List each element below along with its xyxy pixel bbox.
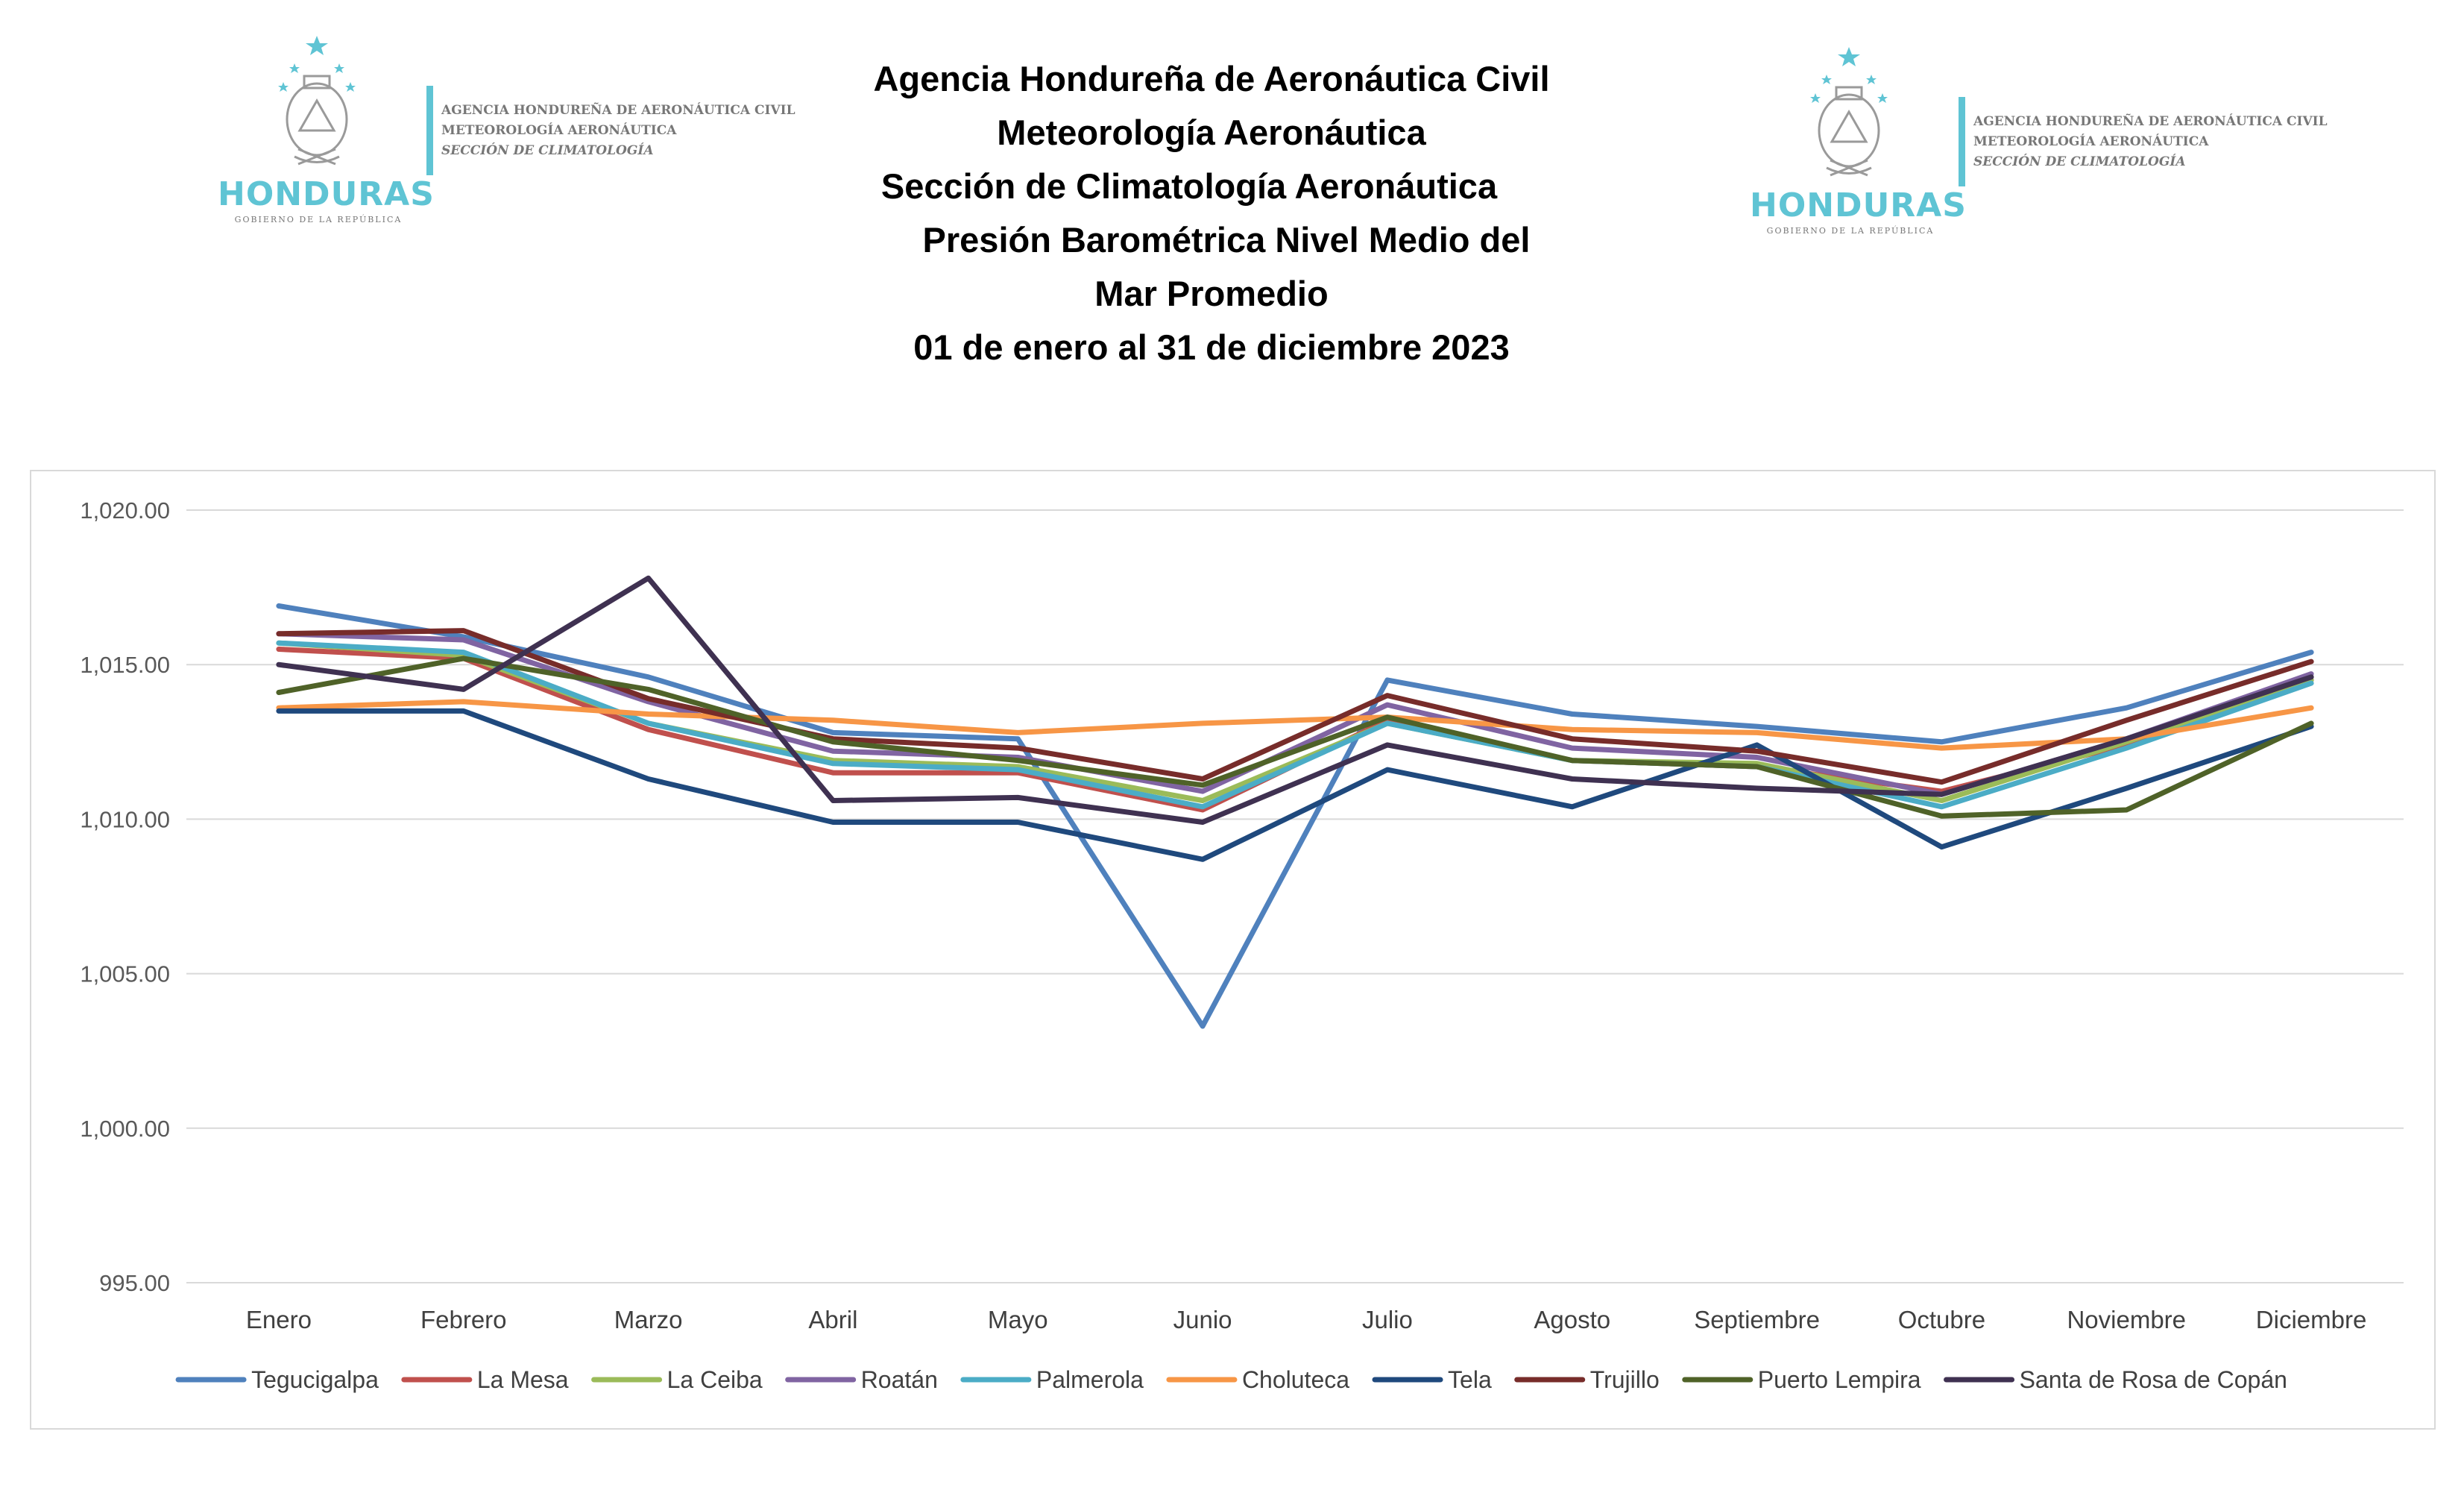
- gobierno-label: GOBIERNO DE LA REPÚBLICA: [234, 215, 403, 224]
- agency-lines: AGENCIA HONDUREÑA DE AERONÁUTICA CIVIL M…: [1973, 112, 2328, 172]
- coat-of-arms: HONDURAS GOBIERNO DE LA REPÚBLICA: [1741, 34, 1967, 236]
- series-line-0: [276, 603, 2314, 1029]
- series-line-8: [276, 656, 2314, 819]
- legend-label: Trujillo: [1590, 1366, 1660, 1393]
- agency-line-3: SECCIÓN DE CLIMATOLOGÍA: [441, 143, 654, 158]
- legend-label: Roatán: [861, 1366, 938, 1393]
- agency-line-1: AGENCIA HONDUREÑA DE AERONÁUTICA CIVIL: [441, 103, 795, 118]
- title-line-3: Sección de Climatología Aeronáutica: [880, 166, 1498, 206]
- accent-bar: [1959, 97, 1965, 186]
- x-tick-label: Agosto: [1534, 1306, 1610, 1333]
- title-line-2: Meteorología Aeronáutica: [997, 113, 1426, 152]
- y-tick-label: 1,020.00: [80, 497, 170, 524]
- x-tick-label: Febrero: [420, 1306, 507, 1333]
- honduras-brand: HONDURAS: [218, 175, 435, 213]
- x-tick-label: Junio: [1173, 1306, 1232, 1333]
- y-tick-label: 1,015.00: [80, 652, 170, 678]
- x-tick-label: Septiembre: [1694, 1306, 1820, 1333]
- y-tick-label: 1,005.00: [80, 961, 170, 987]
- legend-label: Tela: [1448, 1366, 1492, 1393]
- title-line-1: Agencia Hondureña de Aeronáutica Civil: [873, 59, 1550, 98]
- series-line-9: [276, 575, 2314, 825]
- coat-of-arms: HONDURAS GOBIERNO DE LA REPÚBLICA: [209, 22, 435, 224]
- x-tick-label: Octubre: [1898, 1306, 1985, 1333]
- honduras-brand: HONDURAS: [1750, 186, 1967, 224]
- logo-left: HONDURAS GOBIERNO DE LA REPÚBLICA AGENCI…: [209, 22, 805, 224]
- series-line-6: [276, 708, 2314, 862]
- x-tick-label: Marzo: [614, 1306, 683, 1333]
- y-tick-label: 1,010.00: [80, 806, 170, 832]
- title-line-6: 01 de enero al 31 de diciembre 2023: [913, 327, 1510, 367]
- coat-of-arms-icon: [278, 36, 356, 166]
- title-line-4: Presión Barométrica Nivel Medio del: [922, 220, 1531, 260]
- title-line-5: Mar Promedio: [1094, 274, 1329, 313]
- line-chart: 995.00 1,000.00 1,005.00 1,010.00 1,015.00 1,…: [80, 497, 2404, 1393]
- agency-line-2: METEOROLOGÍA AERONÁUTICA: [1973, 134, 2209, 149]
- legend-label: Palmerola: [1036, 1366, 1144, 1393]
- agency-line-2: METEOROLOGÍA AERONÁUTICA: [441, 123, 677, 138]
- report-title: Agencia Hondureña de Aeronáutica Civil M…: [820, 52, 1603, 374]
- agency-lines: AGENCIA HONDUREÑA DE AERONÁUTICA CIVIL M…: [441, 101, 795, 161]
- chart-frame: 995.00 1,000.00 1,005.00 1,010.00 1,015.00 1,…: [30, 470, 2436, 1430]
- x-tick-label: Abril: [808, 1306, 857, 1333]
- legend-label: Santa de Rosa de Copán: [2020, 1366, 2287, 1393]
- legend-label: Tegucigalpa: [251, 1366, 379, 1393]
- x-tick-label: Noviembre: [2067, 1306, 2186, 1333]
- agency-line-1: AGENCIA HONDUREÑA DE AERONÁUTICA CIVIL: [1973, 114, 2328, 129]
- accent-bar: [426, 86, 433, 175]
- y-tick-label: 995.00: [99, 1270, 170, 1296]
- series-line-3: [276, 631, 2314, 797]
- legend-label: La Ceiba: [667, 1366, 763, 1393]
- legend-label: Choluteca: [1242, 1366, 1349, 1393]
- series-line-5: [276, 699, 2314, 751]
- coat-of-arms-icon: [1810, 47, 1888, 177]
- series-line-7: [276, 628, 2314, 785]
- x-tick-label: Diciembre: [2256, 1306, 2367, 1333]
- legend-label: Puerto Lempira: [1758, 1366, 1921, 1393]
- legend-label: La Mesa: [477, 1366, 569, 1393]
- x-tick-label: Julio: [1362, 1306, 1413, 1333]
- logo-right: HONDURAS GOBIERNO DE LA REPÚBLICA AGENCI…: [1741, 34, 2337, 236]
- y-tick-label: 1,000.00: [80, 1116, 170, 1142]
- agency-line-3: SECCIÓN DE CLIMATOLOGÍA: [1973, 154, 2186, 169]
- x-tick-label: Enero: [246, 1306, 312, 1333]
- gobierno-label: GOBIERNO DE LA REPÚBLICA: [1766, 226, 1935, 236]
- x-tick-label: Mayo: [988, 1306, 1048, 1333]
